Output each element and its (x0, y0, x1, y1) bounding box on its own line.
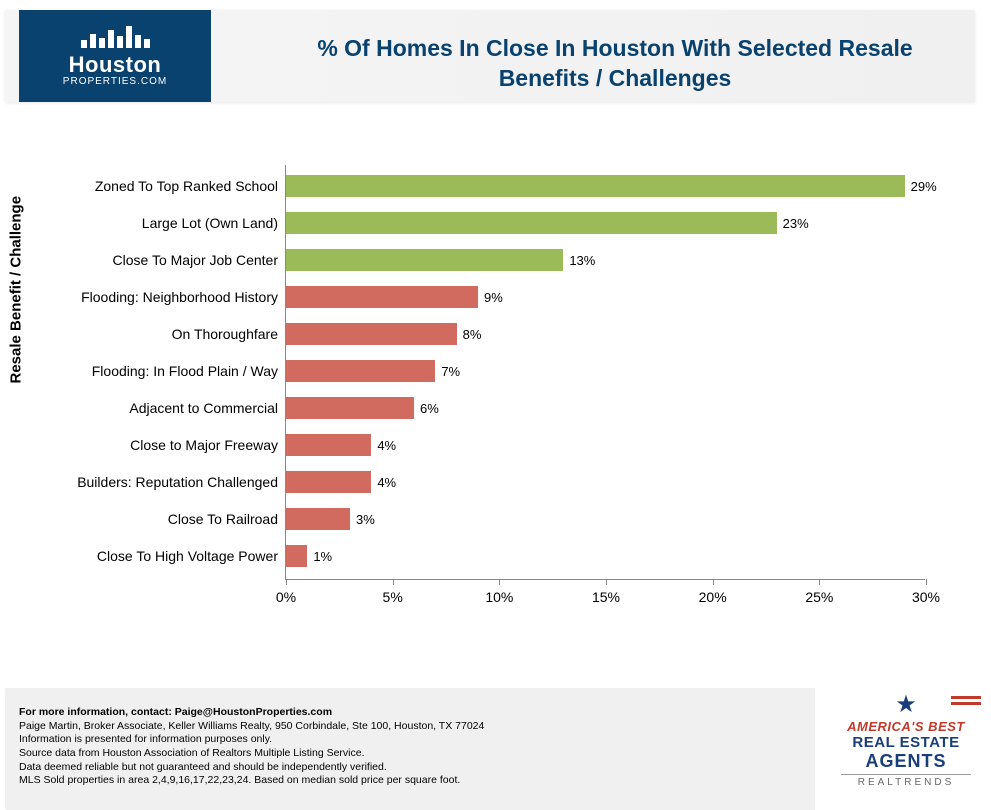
bar-value-label: 23% (783, 216, 809, 231)
bar-value-label: 13% (569, 253, 595, 268)
x-tick (286, 579, 287, 585)
bar-row: Zoned To Top Ranked School29% (286, 175, 926, 197)
agent-line2: REAL ESTATE (841, 734, 971, 751)
bar-category-label: On Thoroughfare (48, 326, 278, 342)
x-tick-label: 25% (805, 589, 833, 605)
plot-region: 0%5%10%15%20%25%30%Zoned To Top Ranked S… (285, 165, 925, 580)
bar-row: Large Lot (Own Land)23% (286, 212, 926, 234)
bar-category-label: Builders: Reputation Challenged (48, 474, 278, 490)
bar (286, 397, 414, 419)
x-tick (819, 579, 820, 585)
bar-category-label: Close To Major Job Center (48, 252, 278, 268)
bar-row: Close To Railroad3% (286, 508, 926, 530)
bar-value-label: 8% (463, 327, 482, 342)
header-bar: Houston PROPERTIES.COM % Of Homes In Clo… (5, 10, 975, 102)
bar-category-label: Flooding: Neighborhood History (48, 289, 278, 305)
footer-line: MLS Sold properties in area 2,4,9,16,17,… (19, 774, 484, 788)
agent-logo: ★ AMERICA'S BEST REAL ESTATE AGENTS REAL… (841, 690, 971, 788)
x-tick-label: 30% (912, 589, 940, 605)
x-tick (499, 579, 500, 585)
bar-value-label: 29% (911, 179, 937, 194)
bar-category-label: Zoned To Top Ranked School (48, 178, 278, 194)
bar-value-label: 9% (484, 290, 503, 305)
bar (286, 212, 777, 234)
bar (286, 360, 435, 382)
x-tick-label: 0% (276, 589, 296, 605)
skyline-icon (81, 26, 150, 48)
bar-row: Adjacent to Commercial6% (286, 397, 926, 419)
bar-value-label: 4% (377, 475, 396, 490)
bar-category-label: Adjacent to Commercial (48, 400, 278, 416)
x-tick (606, 579, 607, 585)
bar (286, 434, 371, 456)
bar (286, 175, 905, 197)
footer-text: For more information, contact: Paige@Hou… (19, 706, 484, 788)
agent-line3: AGENTS (841, 751, 971, 772)
bar (286, 545, 307, 567)
x-tick-label: 15% (592, 589, 620, 605)
bar-category-label: Close to Major Freeway (48, 437, 278, 453)
x-tick (713, 579, 714, 585)
bar-value-label: 7% (441, 364, 460, 379)
bar-value-label: 1% (313, 549, 332, 564)
logo-badge: Houston PROPERTIES.COM (19, 10, 211, 102)
bar (286, 471, 371, 493)
footer-line: Data deemed reliable but not guaranteed … (19, 761, 484, 775)
chart-area: Resale Benefit / Challenge 0%5%10%15%20%… (50, 165, 930, 665)
footer-line: Information is presented for information… (19, 733, 484, 747)
star-icon: ★ (841, 690, 971, 719)
logo-main-text: Houston (69, 52, 162, 78)
x-tick (393, 579, 394, 585)
bar-category-label: Large Lot (Own Land) (48, 215, 278, 231)
footer-line: Source data from Houston Association of … (19, 747, 484, 761)
bar-row: Builders: Reputation Challenged4% (286, 471, 926, 493)
bar (286, 508, 350, 530)
bar-value-label: 6% (420, 401, 439, 416)
bar (286, 249, 563, 271)
logo-sub-text: PROPERTIES.COM (63, 76, 167, 87)
agent-line4: REALTRENDS (841, 774, 971, 788)
x-tick (926, 579, 927, 585)
bar (286, 286, 478, 308)
bar-row: Close To High Voltage Power1% (286, 545, 926, 567)
x-tick-label: 5% (383, 589, 403, 605)
bar-category-label: Close To Railroad (48, 511, 278, 527)
bar-row: Flooding: In Flood Plain / Way7% (286, 360, 926, 382)
bar-value-label: 3% (356, 512, 375, 527)
footer-bar: For more information, contact: Paige@Hou… (5, 688, 975, 810)
bar-row: On Thoroughfare8% (286, 323, 926, 345)
agent-line1: AMERICA'S BEST (841, 719, 971, 734)
bar-category-label: Flooding: In Flood Plain / Way (48, 363, 278, 379)
chart-title: % Of Homes In Close In Houston With Sele… (305, 34, 925, 94)
x-tick-label: 10% (485, 589, 513, 605)
bar (286, 323, 457, 345)
bar-row: Close to Major Freeway4% (286, 434, 926, 456)
bar-row: Flooding: Neighborhood History9% (286, 286, 926, 308)
y-axis-label: Resale Benefit / Challenge (8, 196, 25, 384)
bar-category-label: Close To High Voltage Power (48, 548, 278, 564)
bar-row: Close To Major Job Center13% (286, 249, 926, 271)
footer-line: Paige Martin, Broker Associate, Keller W… (19, 720, 484, 734)
x-tick-label: 20% (699, 589, 727, 605)
bar-value-label: 4% (377, 438, 396, 453)
footer-contact: For more information, contact: Paige@Hou… (19, 706, 484, 720)
